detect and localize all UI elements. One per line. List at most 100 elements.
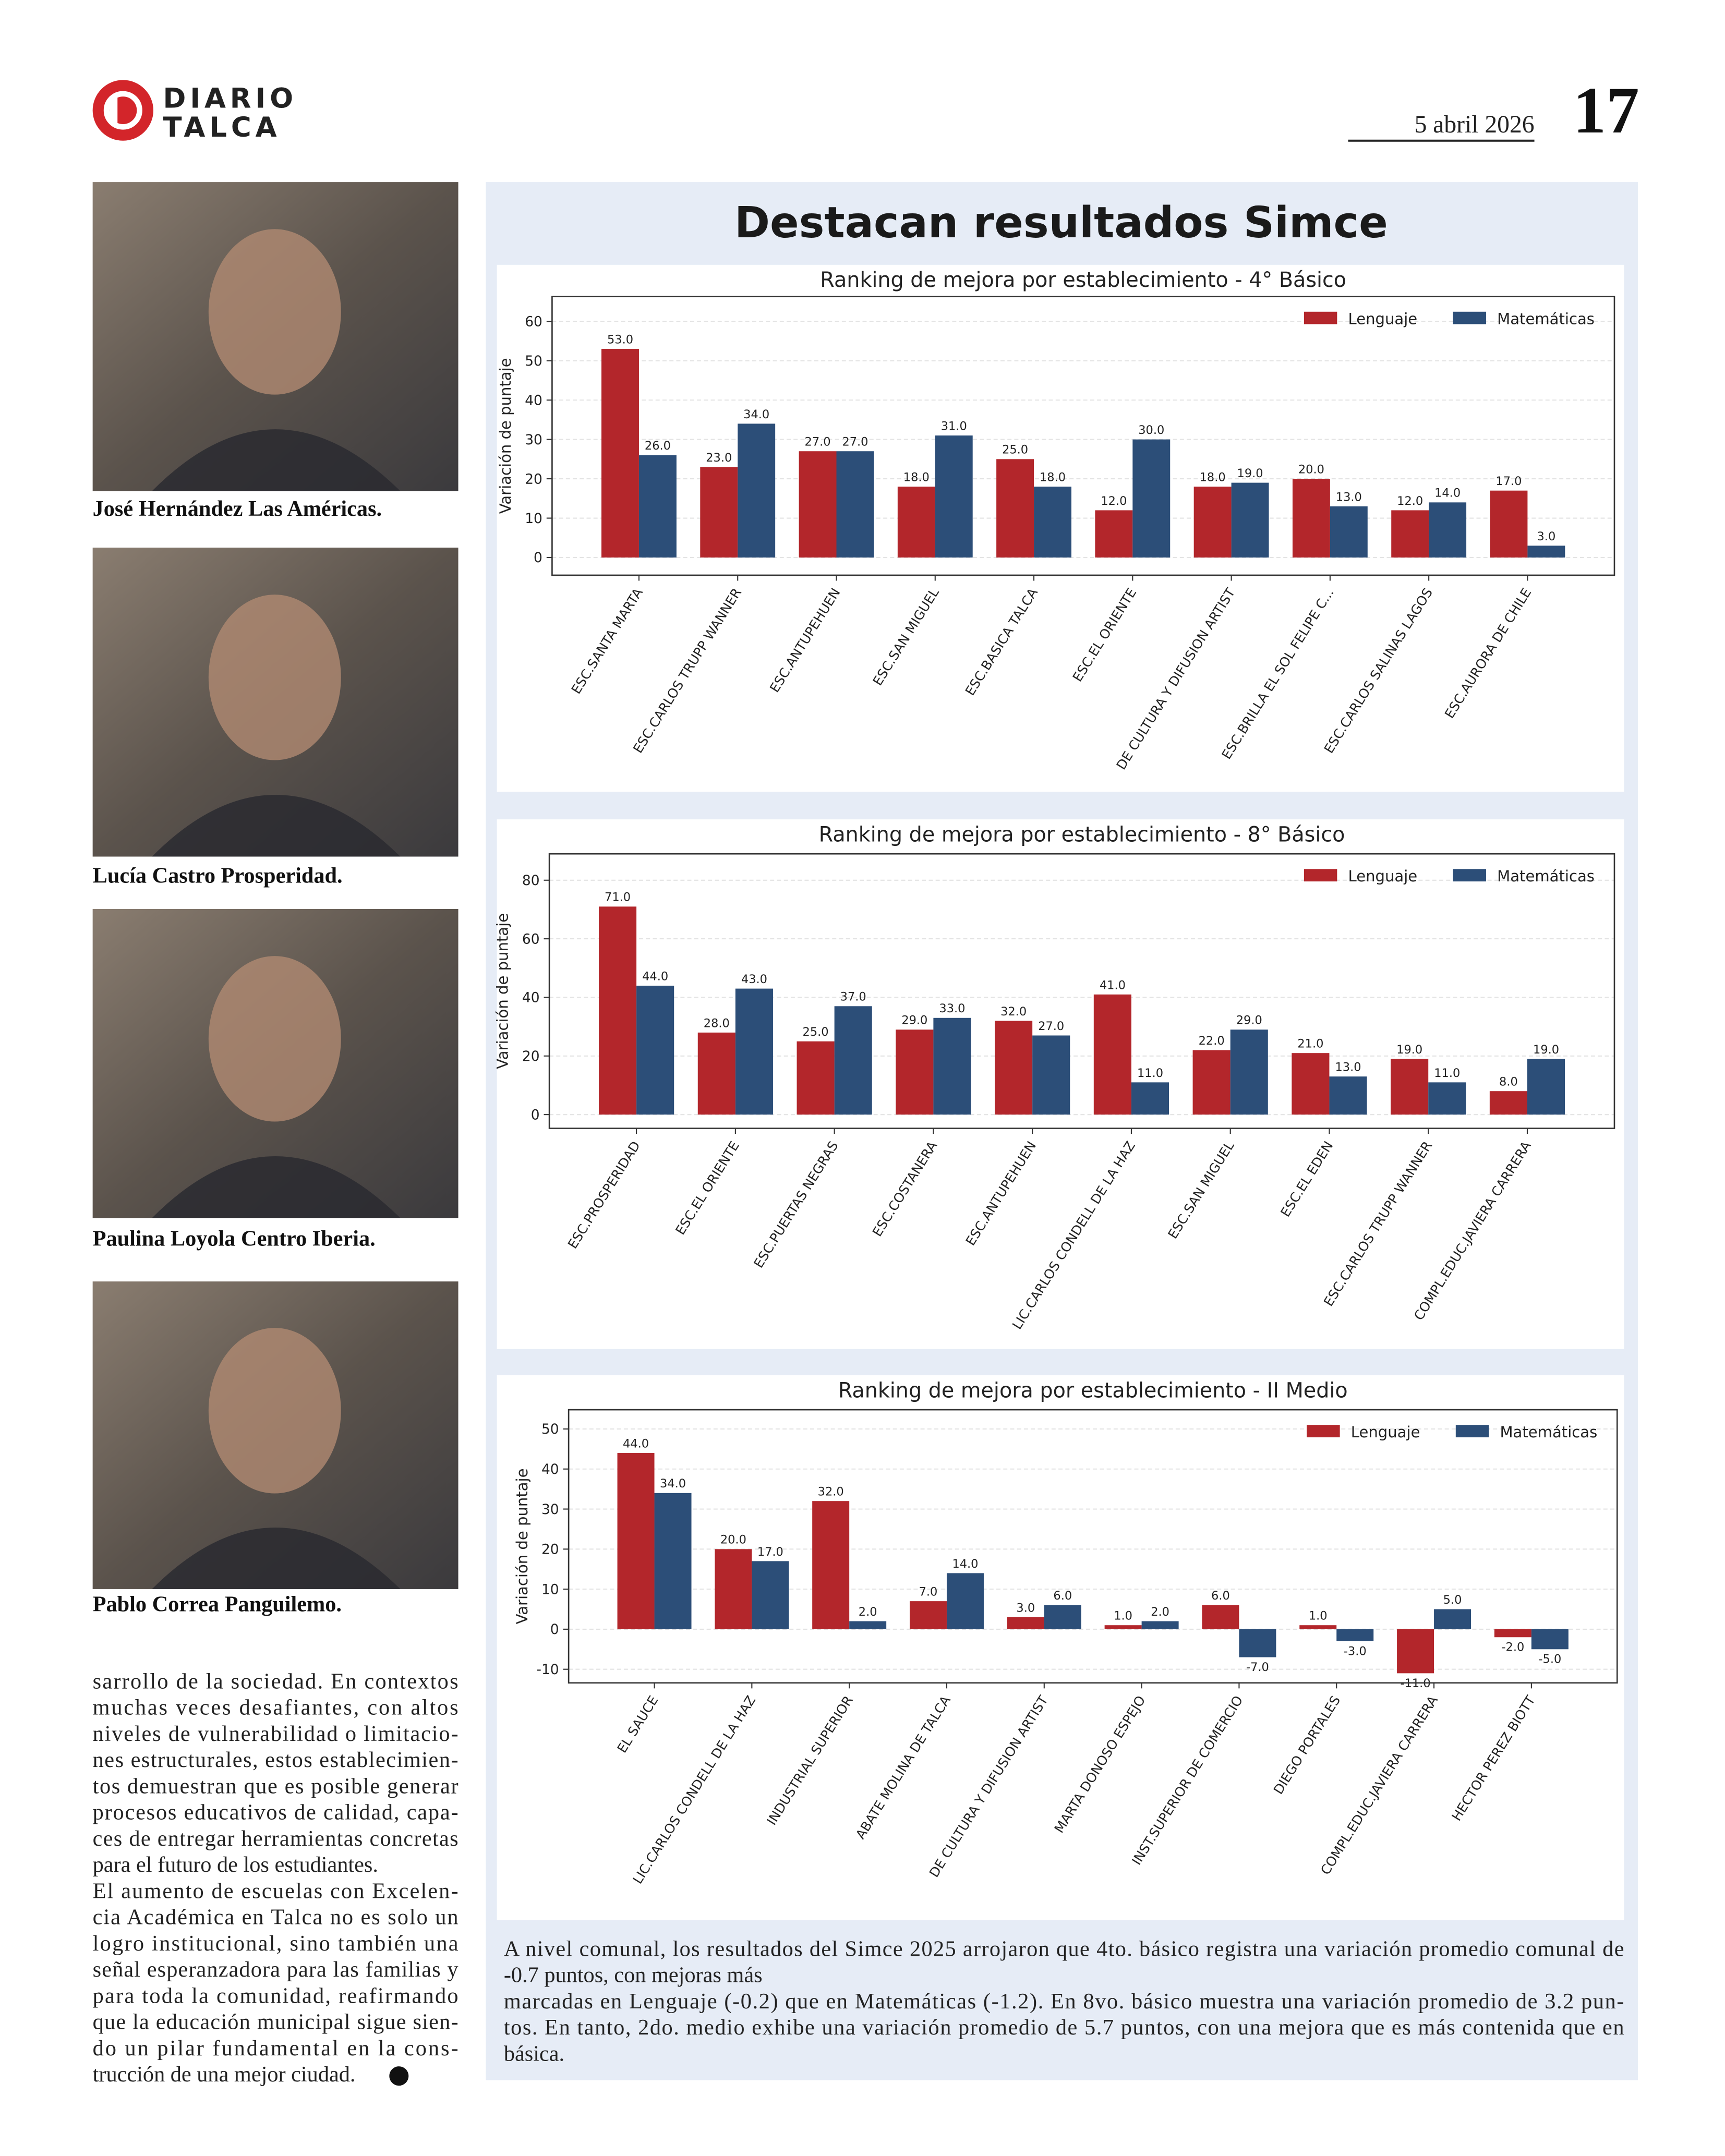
article-line: cia Académica en Talca no es solo un — [93, 1905, 459, 1930]
bar — [1336, 1629, 1374, 1641]
y-tick-label: 30 — [525, 432, 542, 448]
article-line: que la educación municipal sigue sien- — [93, 2010, 459, 2034]
footer-line: -0.7 puntos, con mejoras más — [504, 1963, 763, 1988]
y-axis-label: Variación de puntaje — [513, 1468, 531, 1624]
value-label: 21.0 — [1297, 1037, 1323, 1051]
legend-swatch — [1453, 311, 1487, 324]
bar — [1132, 439, 1171, 558]
bar — [715, 1549, 752, 1629]
bar — [654, 1493, 692, 1629]
bar — [1489, 1091, 1527, 1115]
footer-line: A nivel comunal, los resultados del Simc… — [504, 1936, 1624, 1961]
bar — [1490, 490, 1528, 558]
bar — [1299, 1625, 1337, 1629]
value-label: 33.0 — [939, 1002, 965, 1015]
date: 5 abril 2026 — [1415, 111, 1535, 138]
value-label: 3.0 — [1537, 530, 1556, 543]
value-label: 7.0 — [919, 1585, 938, 1599]
y-tick-label: 20 — [541, 1542, 559, 1558]
bar — [834, 1006, 872, 1115]
bar — [1007, 1617, 1044, 1629]
plot-frame — [551, 296, 1615, 576]
value-label: 11.0 — [1137, 1067, 1163, 1080]
article-line: tos demuestran que es posible generar — [93, 1774, 459, 1798]
legend-label: Lenguaje — [1351, 1423, 1420, 1441]
legend-swatch — [1307, 1425, 1340, 1437]
value-label: 18.0 — [903, 471, 930, 485]
bar — [1429, 502, 1467, 558]
value-label: -2.0 — [1501, 1641, 1524, 1654]
bar — [617, 1453, 655, 1629]
value-label: 14.0 — [952, 1557, 978, 1571]
bar — [1391, 510, 1429, 558]
bar — [933, 1018, 971, 1115]
legend-label: Matemáticas — [1497, 310, 1595, 328]
value-label: 8.0 — [1499, 1075, 1518, 1089]
photo-figure — [152, 794, 401, 857]
y-tick-label: 40 — [525, 392, 542, 408]
bar — [735, 988, 773, 1115]
value-label: 6.0 — [1211, 1589, 1230, 1603]
bar — [1292, 1053, 1330, 1115]
value-label: 19.0 — [1237, 467, 1263, 480]
photo-caption: Lucía Castro Prosperidad. — [93, 864, 343, 888]
value-label: 34.0 — [743, 408, 769, 421]
value-label: 11.0 — [1434, 1067, 1460, 1080]
article-line: nes estructurales, estos establecimien- — [93, 1748, 459, 1772]
value-label: 31.0 — [941, 419, 967, 433]
article-line: para el futuro de los estudiantes. — [93, 1852, 378, 1877]
y-axis-label: Variación de puntaje — [497, 358, 514, 514]
y-tick-label: 80 — [522, 873, 540, 889]
y-tick-label: -10 — [536, 1662, 559, 1678]
photo-figure — [208, 595, 341, 760]
article-line: muchas veces desafiantes, con altos — [93, 1695, 459, 1720]
bar — [1044, 1605, 1081, 1629]
value-label: 25.0 — [803, 1025, 829, 1039]
value-label: 3.0 — [1016, 1601, 1035, 1615]
chart-title: Ranking de mejora por establecimiento - … — [819, 822, 1345, 846]
article-line: niveles de vulnerabilidad o limitacio- — [93, 1722, 459, 1746]
article-line: para toda la comunidad, reafirmando — [93, 1983, 459, 2008]
logo-mark — [92, 80, 154, 141]
y-tick-label: 60 — [525, 313, 542, 330]
value-label: 53.0 — [607, 333, 633, 346]
photo-figure — [152, 1527, 401, 1589]
y-tick-label: 30 — [541, 1501, 559, 1518]
bar — [1391, 1059, 1429, 1115]
value-label: 20.0 — [1298, 463, 1324, 476]
y-tick-label: 40 — [522, 990, 540, 1006]
value-label: 29.0 — [901, 1014, 927, 1027]
value-label: 17.0 — [1495, 475, 1522, 488]
photo-figure — [152, 429, 401, 491]
y-tick-label: 0 — [534, 550, 542, 566]
value-label: 6.0 — [1053, 1589, 1072, 1603]
y-tick-label: 10 — [541, 1581, 559, 1597]
bar — [1428, 1082, 1466, 1115]
bar — [799, 451, 837, 558]
value-label: 71.0 — [605, 891, 631, 904]
footer-line: tos. En tanto, 2do. medio exhibe una var… — [504, 2015, 1624, 2040]
photo-caption: Pablo Correa Panguilemo. — [93, 1592, 342, 1616]
bar — [1329, 1076, 1367, 1115]
logo-line: TALCA — [163, 112, 281, 143]
y-tick-label: 60 — [522, 931, 540, 947]
value-label: 18.0 — [1040, 471, 1066, 485]
bar — [812, 1501, 850, 1629]
value-label: 26.0 — [645, 439, 671, 453]
bar — [1034, 487, 1071, 558]
value-label: 32.0 — [818, 1485, 844, 1499]
value-label: 43.0 — [741, 973, 767, 986]
article-line: ces de entregar herramientas concretas — [93, 1826, 459, 1851]
footer-line: básica. — [504, 2042, 564, 2066]
value-label: -3.0 — [1344, 1644, 1367, 1658]
value-label: 13.0 — [1335, 1061, 1361, 1074]
bar — [1231, 482, 1269, 558]
bar — [1230, 1029, 1268, 1115]
bar — [700, 467, 738, 558]
value-label: 20.0 — [720, 1533, 746, 1547]
bar — [897, 487, 935, 558]
legend-label: Lenguaje — [1348, 867, 1418, 885]
bar — [601, 349, 639, 558]
y-tick-label: 0 — [531, 1107, 540, 1123]
